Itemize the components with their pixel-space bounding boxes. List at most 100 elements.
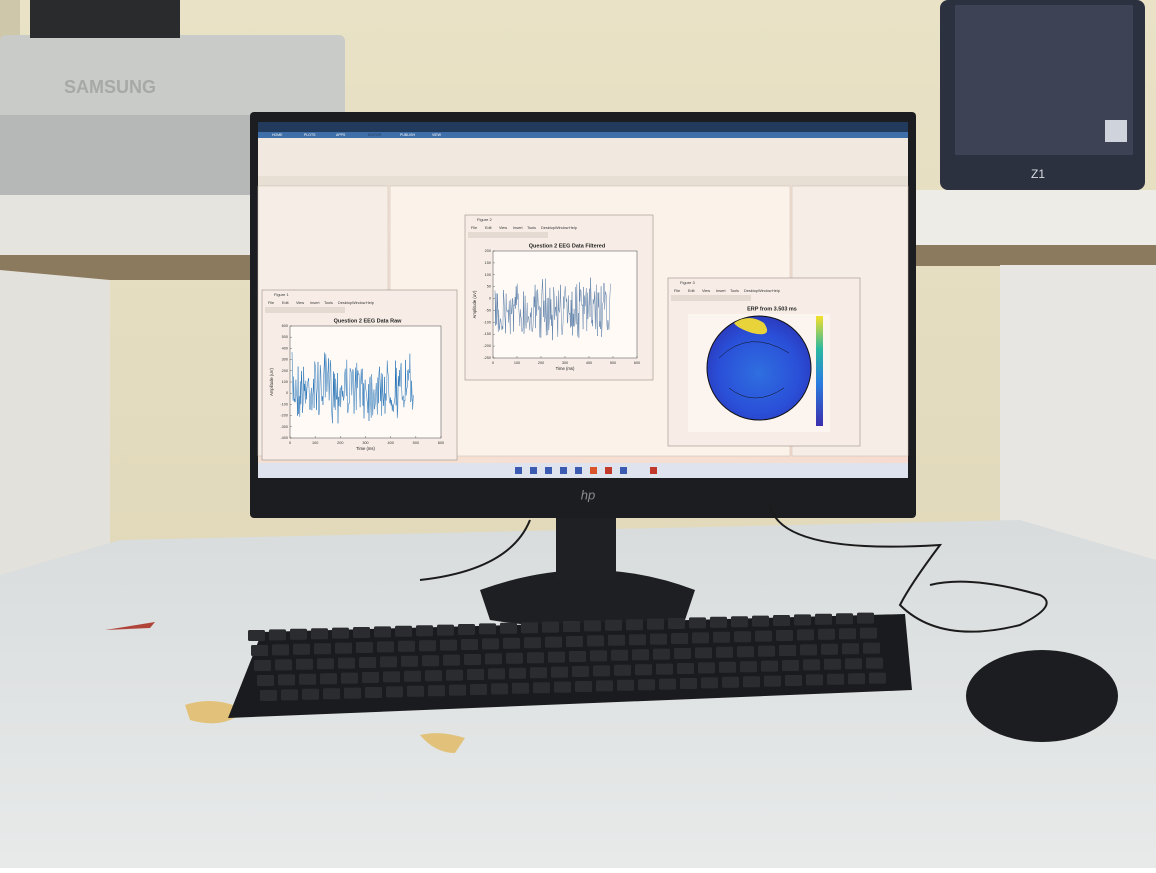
key bbox=[386, 686, 403, 698]
x-tick-label: 200 bbox=[337, 441, 343, 445]
key bbox=[254, 660, 271, 671]
key bbox=[290, 628, 307, 640]
key bbox=[470, 684, 487, 695]
key bbox=[317, 658, 334, 670]
key bbox=[377, 641, 394, 653]
contour bbox=[718, 341, 790, 399]
key bbox=[755, 630, 772, 642]
key bbox=[383, 671, 400, 683]
x-tick-label: 0 bbox=[492, 361, 494, 365]
key bbox=[440, 639, 457, 651]
key bbox=[689, 617, 706, 629]
key bbox=[299, 673, 316, 685]
ribbon-tab: VIEW bbox=[432, 133, 442, 137]
x-tick-label: 200 bbox=[538, 361, 544, 365]
y-tick-label: 0 bbox=[489, 297, 491, 301]
key bbox=[857, 612, 874, 624]
key bbox=[815, 613, 832, 625]
key bbox=[545, 636, 562, 648]
key bbox=[626, 619, 643, 631]
key bbox=[248, 630, 265, 641]
key bbox=[842, 643, 859, 655]
pc-tower: Z1 bbox=[940, 0, 1145, 190]
key bbox=[296, 658, 313, 670]
key bbox=[710, 616, 727, 628]
key bbox=[527, 652, 544, 664]
key bbox=[866, 657, 883, 669]
key bbox=[692, 632, 709, 644]
key bbox=[587, 635, 604, 647]
x-tick-label: 400 bbox=[586, 361, 592, 365]
key bbox=[293, 643, 310, 655]
key bbox=[818, 628, 835, 640]
key bbox=[563, 621, 580, 632]
key bbox=[275, 659, 292, 671]
plot-title: Question 2 EEG Data Raw bbox=[334, 318, 403, 324]
key bbox=[524, 637, 541, 649]
key bbox=[860, 627, 877, 639]
key bbox=[713, 631, 730, 643]
toolbar bbox=[671, 295, 751, 301]
key bbox=[320, 673, 337, 685]
key bbox=[503, 637, 520, 649]
key bbox=[740, 661, 757, 673]
key bbox=[311, 628, 328, 640]
key bbox=[395, 625, 412, 637]
key bbox=[737, 646, 754, 658]
y-tick-label: -250 bbox=[483, 356, 491, 360]
key bbox=[680, 678, 697, 689]
key bbox=[416, 625, 433, 637]
x-tick-label: 600 bbox=[634, 361, 640, 365]
key bbox=[251, 645, 268, 656]
y-tick-label: 500 bbox=[282, 335, 288, 339]
key bbox=[848, 673, 865, 685]
menu-item: File bbox=[674, 289, 680, 293]
y-tick-label: -100 bbox=[483, 320, 491, 324]
key bbox=[701, 677, 718, 689]
key bbox=[653, 648, 670, 660]
key bbox=[647, 618, 664, 630]
key bbox=[722, 676, 739, 688]
plot-area bbox=[289, 325, 442, 439]
monitor: hp HOME PLOTS APPS EDITOR PUBLISH VIEW Figure… bbox=[250, 112, 916, 628]
x-tick-label: 300 bbox=[362, 441, 368, 445]
menu-item: Insert bbox=[310, 301, 320, 305]
key bbox=[590, 650, 607, 662]
key bbox=[425, 670, 442, 682]
key bbox=[806, 674, 823, 686]
key bbox=[776, 630, 793, 641]
menu-item: Insert bbox=[716, 289, 726, 293]
key bbox=[827, 673, 844, 685]
y-tick-label: 200 bbox=[282, 369, 288, 373]
key bbox=[698, 662, 715, 674]
key bbox=[863, 642, 880, 654]
key bbox=[512, 682, 529, 694]
key bbox=[506, 652, 523, 664]
menu-item: Help bbox=[569, 226, 577, 230]
key bbox=[272, 644, 289, 656]
menu-item: File bbox=[471, 226, 477, 230]
x-tick-label: 600 bbox=[438, 441, 444, 445]
key bbox=[365, 687, 382, 698]
x-axis-label: Time (ms) bbox=[356, 446, 375, 451]
menu-item: Window bbox=[352, 301, 366, 305]
ribbon-tab: PLOTS bbox=[304, 133, 316, 137]
key bbox=[338, 657, 355, 669]
menu-item: Help bbox=[772, 289, 780, 293]
key bbox=[716, 646, 733, 658]
key bbox=[803, 659, 820, 671]
topomap bbox=[706, 315, 812, 421]
menu-item: Edit bbox=[688, 289, 695, 293]
key bbox=[596, 680, 613, 692]
key bbox=[374, 626, 391, 638]
plot-title: ERP from 3.503 ms bbox=[747, 306, 797, 312]
key bbox=[758, 645, 775, 657]
key bbox=[719, 661, 736, 673]
key bbox=[488, 668, 505, 680]
key bbox=[467, 669, 484, 680]
y-tick-label: -150 bbox=[483, 332, 491, 336]
key bbox=[461, 639, 478, 650]
